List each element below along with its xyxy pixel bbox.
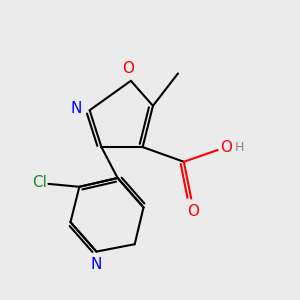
Text: O: O	[220, 140, 232, 154]
Text: O: O	[187, 205, 199, 220]
Text: O: O	[122, 61, 134, 76]
Text: N: N	[91, 257, 102, 272]
Text: H: H	[235, 141, 244, 154]
Text: Cl: Cl	[32, 175, 47, 190]
Text: N: N	[71, 101, 82, 116]
